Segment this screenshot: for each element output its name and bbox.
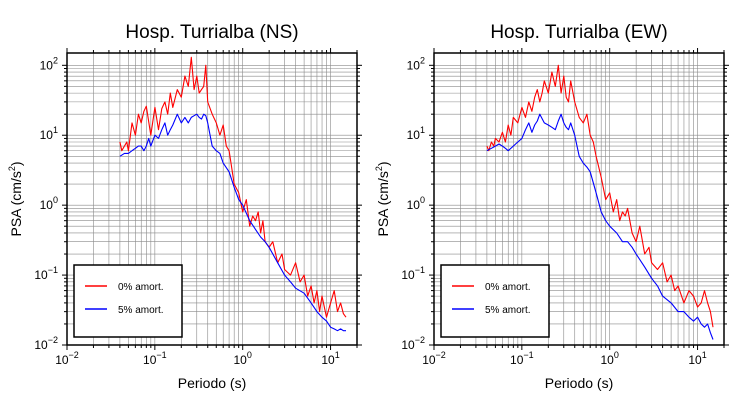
series-line-damped bbox=[119, 113, 346, 332]
chart-panel-2: 10−2 10−1 100 101 10−2 10−1 100 101 102 Hosp. Tur… bbox=[374, 22, 729, 391]
chart-panel-1: 10−2 10−1 100 101 10−2 10−1 100 101 102 Hosp. Tur… bbox=[7, 22, 362, 391]
y-axis-label: PSA (cm/s2) bbox=[7, 161, 24, 236]
y-tick-label: 101 bbox=[407, 125, 425, 142]
x-tick-label: 10−1 bbox=[143, 350, 167, 367]
y-tick-label: 100 bbox=[40, 195, 58, 212]
y-axis-label: PSA (cm/s2) bbox=[374, 161, 391, 236]
y-tick-label: 10−1 bbox=[34, 265, 58, 282]
x-tick-label: 101 bbox=[688, 350, 706, 367]
y-tick-label: 10−2 bbox=[401, 335, 425, 352]
series-line-undamped bbox=[119, 56, 347, 318]
series-line-damped bbox=[486, 113, 714, 340]
y-tick-label: 10−1 bbox=[401, 265, 425, 282]
series-line-undamped bbox=[486, 64, 714, 328]
grid bbox=[66, 53, 358, 346]
y-tick-label: 102 bbox=[40, 55, 58, 72]
x-tick-label: 10−2 bbox=[422, 350, 446, 367]
plot-frame bbox=[66, 52, 358, 346]
legend-box bbox=[440, 264, 550, 338]
series-group bbox=[119, 56, 347, 332]
legend: 0% amort. 5% amort. bbox=[440, 264, 550, 338]
y-tick-label: 100 bbox=[407, 195, 425, 212]
legend-label: 5% amort. bbox=[485, 305, 531, 316]
y-tick-label: 101 bbox=[40, 125, 58, 142]
plot-frame bbox=[433, 52, 725, 346]
legend: 0% amort. 5% amort. bbox=[73, 264, 183, 338]
legend-label: 0% amort. bbox=[485, 282, 531, 293]
x-tick-label: 100 bbox=[234, 350, 252, 367]
x-axis-label: Periodo (s) bbox=[545, 375, 613, 391]
x-tick-label: 100 bbox=[601, 350, 619, 367]
series-group bbox=[486, 64, 714, 340]
chart-title: Hosp. Turrialba (NS) bbox=[125, 22, 298, 43]
legend-label: 5% amort. bbox=[118, 305, 164, 316]
legend-label: 0% amort. bbox=[118, 282, 164, 293]
x-tick-label: 10−1 bbox=[510, 350, 534, 367]
chart-panels: 10−2 10−1 100 101 10−2 10−1 100 101 102 Hosp. Tur… bbox=[7, 22, 729, 391]
chart-title: Hosp. Turrialba (EW) bbox=[490, 22, 667, 43]
legend-box bbox=[73, 264, 183, 338]
x-axis-label: Periodo (s) bbox=[178, 375, 246, 391]
y-tick-label: 10−2 bbox=[34, 335, 58, 352]
x-tick-label: 10−2 bbox=[55, 350, 79, 367]
x-tick-label: 101 bbox=[321, 350, 339, 367]
y-tick-label: 102 bbox=[407, 55, 425, 72]
